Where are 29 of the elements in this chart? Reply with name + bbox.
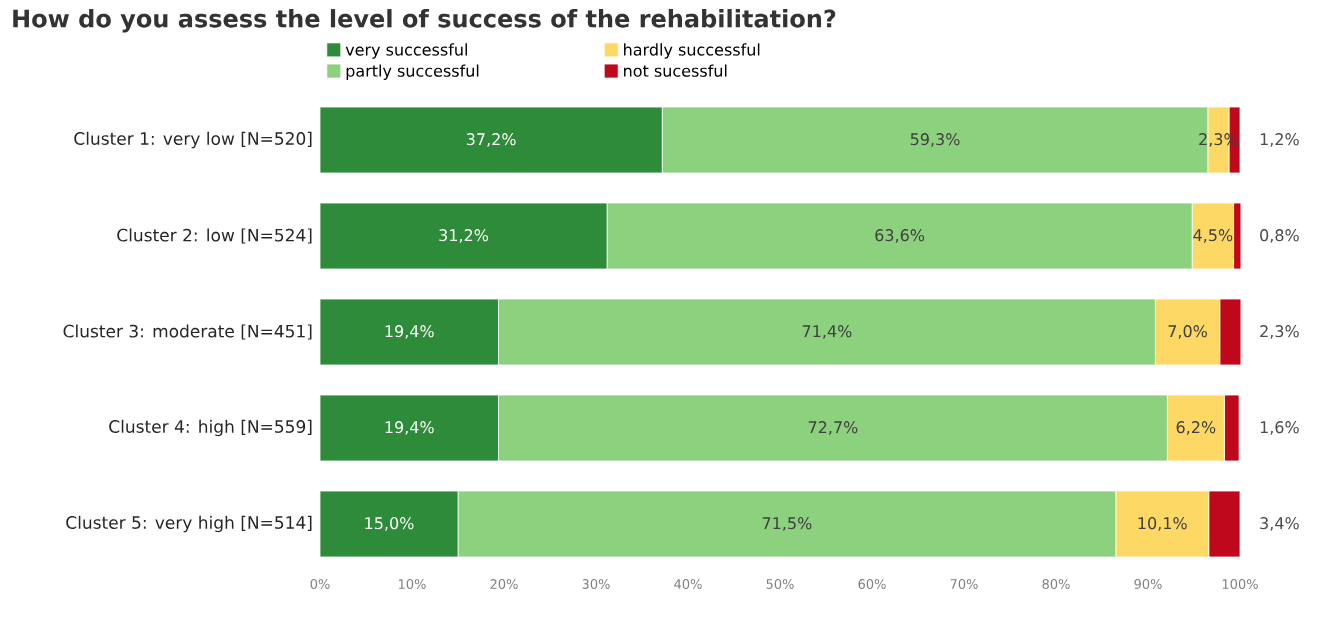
data-label: 37,2% [466,133,516,147]
legend-label: partly successful [346,64,479,80]
data-label: 71,4% [802,325,852,339]
data-label: 0,8% [1260,229,1299,243]
y-tick-label: Cluster 2: low [N=524] [117,228,312,244]
data-label: 59,3% [910,133,960,147]
data-label: 4,5% [1193,229,1233,243]
y-tick-label: Cluster 3: moderate [N=451] [63,324,312,340]
data-label: 10,1% [1138,517,1187,531]
legend-label: not sucessful [624,64,727,77]
data-label: 15,0% [365,517,414,531]
legend-label: very successful [345,43,467,59]
data-label: 2,3% [1260,325,1299,339]
data-label: 6,2% [1176,421,1216,435]
data-label: 31,2% [439,229,489,243]
data-label: 3,4% [1260,517,1299,531]
data-label: 1,6% [1260,421,1299,435]
data-label: 19,4% [385,421,434,435]
y-tick-label: Cluster 4: high [N=559] [109,419,312,437]
y-tick-label: Cluster 1: very low [N=520] [74,131,312,149]
data-label: 7,0% [1168,325,1207,339]
legend-label: hardly successful [624,43,760,59]
y-tick-label: Cluster 5: very high [N=514] [66,515,312,533]
data-label: 71,5% [762,517,812,531]
chart-title: How do you assess the level of success of the rehabilitation? [13,9,836,33]
data-label: 19,4% [385,325,434,339]
data-label: 63,6% [875,229,925,243]
data-label: 1,2% [1260,133,1299,147]
data-label: 72,7% [808,421,858,435]
